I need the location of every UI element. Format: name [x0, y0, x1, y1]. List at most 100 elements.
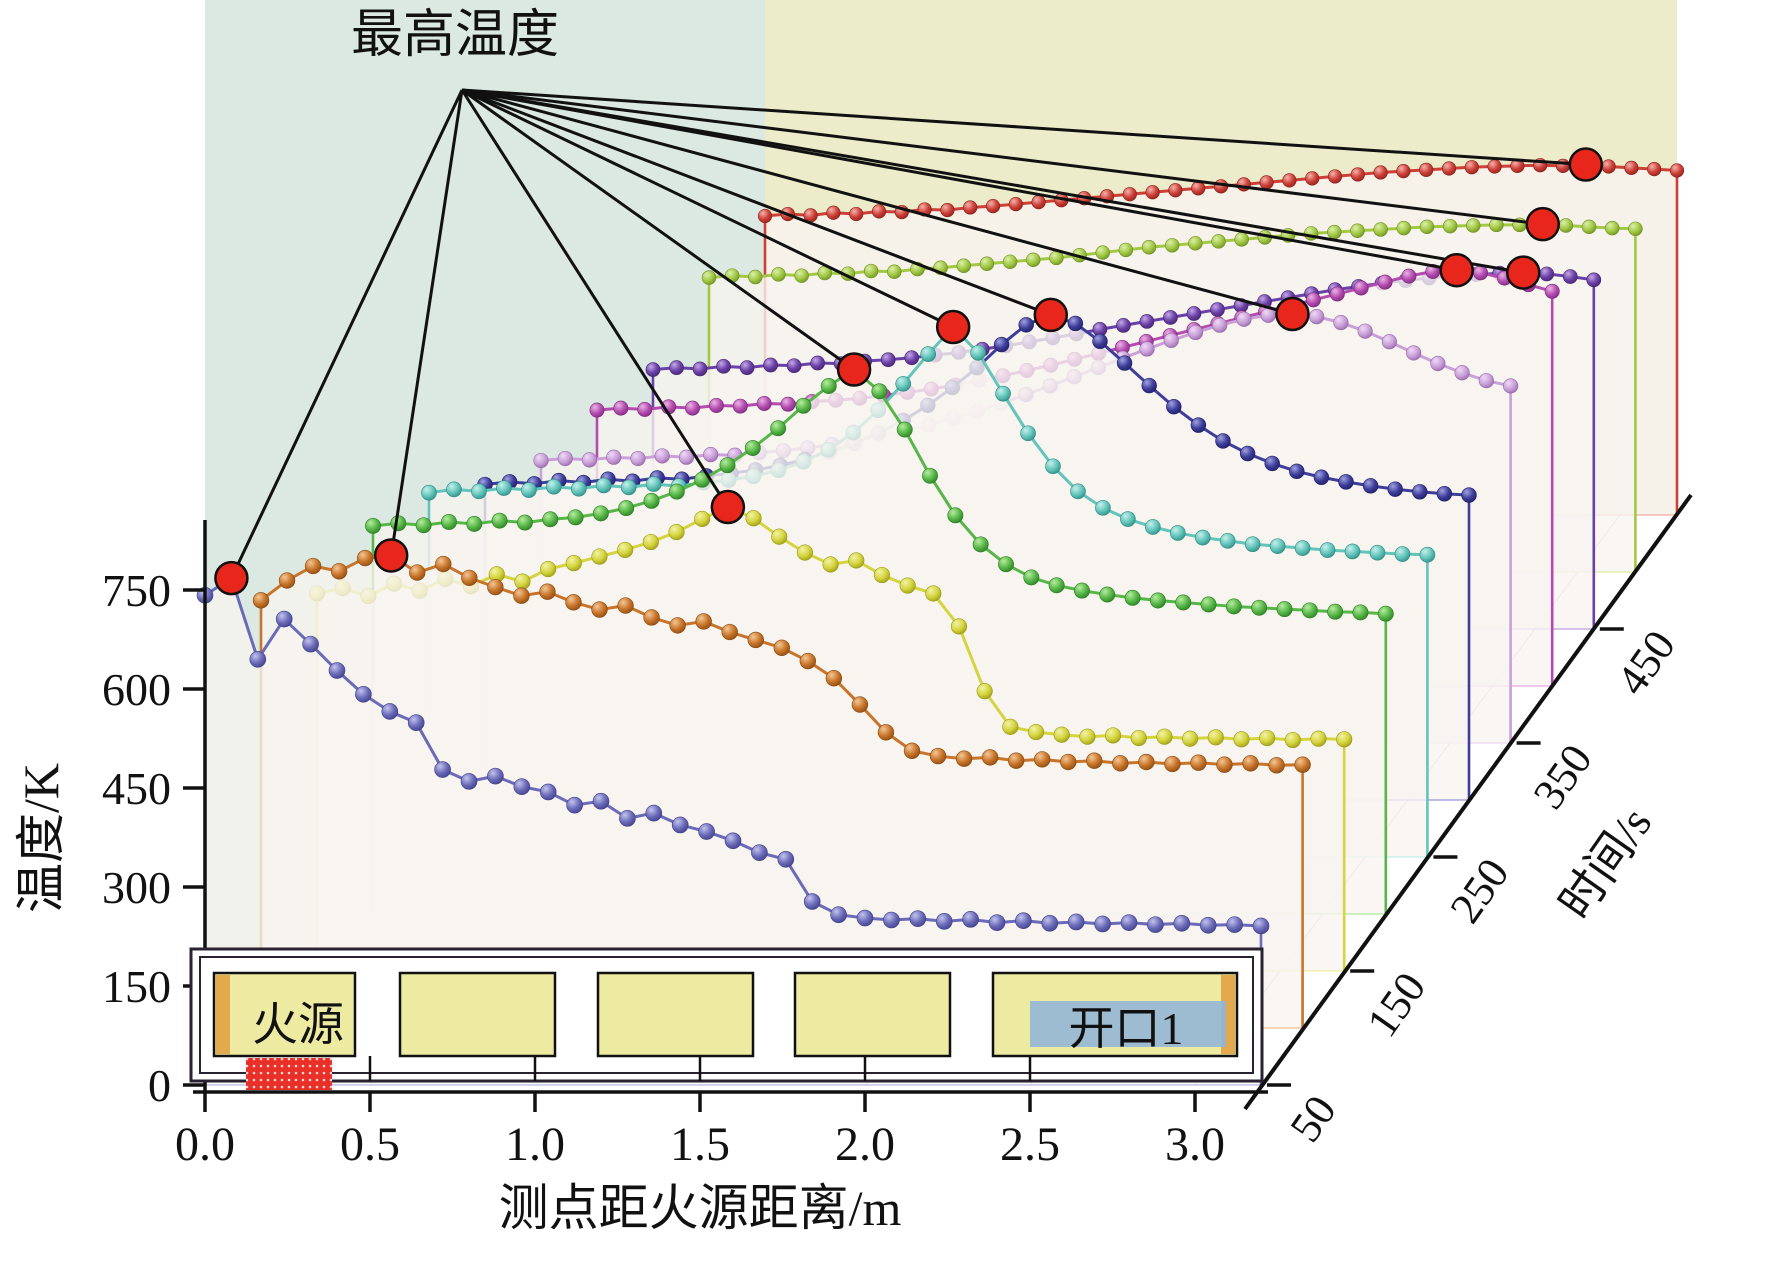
- data-point-marker: [871, 383, 888, 400]
- data-point-marker: [1099, 586, 1116, 603]
- data-point-marker: [630, 450, 646, 467]
- data-point-marker: [1026, 252, 1041, 268]
- data-point-marker: [698, 823, 715, 840]
- data-point-marker: [694, 510, 711, 527]
- chart-annotation-title: 最高温度: [351, 7, 559, 64]
- data-point-marker: [1173, 914, 1191, 932]
- data-point-marker: [591, 601, 608, 618]
- data-point-marker: [1338, 474, 1354, 490]
- time-axis-line: [1243, 493, 1693, 1111]
- data-point-marker: [1327, 169, 1343, 184]
- data-point-marker: [487, 767, 504, 785]
- data-point-marker: [1327, 224, 1342, 240]
- data-point-marker: [1406, 345, 1422, 361]
- data-point-marker: [592, 505, 609, 522]
- data-point-marker: [1094, 915, 1111, 933]
- data-point-marker: [739, 360, 755, 375]
- data-point-marker: [1289, 463, 1305, 480]
- data-point-marker: [365, 517, 381, 534]
- data-point-marker: [1188, 236, 1203, 251]
- data-point-marker: [1186, 306, 1202, 321]
- data-point-marker: [920, 346, 937, 362]
- data-point-marker: [748, 269, 763, 285]
- data-point-marker: [1191, 181, 1206, 196]
- max-temperature-marker: [1275, 296, 1310, 332]
- corridor-fire-label: 火源: [252, 999, 344, 1050]
- data-point-marker: [435, 555, 452, 573]
- data-point-marker: [1412, 484, 1428, 500]
- data-point-marker: [1053, 726, 1070, 743]
- data-point-marker: [668, 524, 685, 541]
- data-point-marker: [1647, 162, 1662, 177]
- max-temperature-marker: [1525, 206, 1561, 242]
- data-point-marker: [407, 714, 425, 731]
- data-point-marker: [771, 267, 786, 282]
- data-point-marker: [970, 344, 986, 361]
- data-point-marker: [1461, 487, 1477, 503]
- x-tick-label: 2.0: [835, 1118, 895, 1171]
- x-tick-label: 0.0: [175, 1118, 235, 1171]
- data-point-marker: [1441, 161, 1457, 176]
- data-point-marker: [1336, 731, 1353, 748]
- data-point-marker: [595, 477, 612, 494]
- data-point-marker: [1210, 302, 1225, 317]
- data-point-marker: [1215, 433, 1231, 449]
- leader-line: [461, 88, 1293, 316]
- data-point-marker: [1562, 269, 1578, 284]
- data-point-marker: [540, 560, 557, 578]
- data-point-marker: [1182, 730, 1199, 747]
- data-point-marker: [1628, 221, 1643, 237]
- data-point-marker: [1060, 753, 1077, 771]
- data-point-marker: [1190, 754, 1207, 771]
- data-point-marker: [1353, 280, 1369, 296]
- data-point-marker: [985, 199, 1001, 214]
- y-tick-label: 750: [102, 565, 171, 616]
- data-point-marker: [1120, 511, 1136, 527]
- data-point-marker: [972, 536, 989, 553]
- data-point-marker: [1436, 486, 1453, 502]
- data-point-marker: [668, 483, 685, 500]
- corridor-compartment: [793, 971, 952, 1058]
- data-point-marker: [771, 528, 788, 545]
- data-point-marker: [1145, 519, 1161, 535]
- data-point-marker: [1558, 218, 1574, 233]
- data-point-marker: [496, 480, 512, 496]
- data-point-marker: [1141, 240, 1157, 255]
- data-point-marker: [539, 783, 557, 801]
- data-point-marker: [1200, 596, 1217, 613]
- x-tick-label: 1.0: [505, 1118, 565, 1171]
- data-point-marker: [794, 268, 809, 283]
- max-temperature-marker: [1033, 297, 1069, 333]
- max-temperature-marker: [214, 560, 249, 596]
- data-point-marker: [434, 761, 451, 778]
- data-point-marker: [1313, 469, 1330, 485]
- data-point-marker: [786, 358, 802, 373]
- data-point-marker: [856, 909, 874, 927]
- data-point-marker: [620, 479, 637, 496]
- y-tick-label: 0: [148, 1060, 171, 1111]
- data-point-marker: [1233, 731, 1250, 748]
- data-point-marker: [1175, 594, 1192, 611]
- data-point-marker: [1163, 310, 1178, 325]
- data-point-marker: [302, 635, 319, 653]
- max-temperature-marker: [1568, 147, 1604, 182]
- data-point-marker: [1212, 317, 1228, 333]
- data-point-marker: [1067, 315, 1084, 332]
- data-point-marker: [887, 264, 902, 279]
- data-point-marker: [539, 583, 556, 600]
- data-point-marker: [1023, 569, 1040, 586]
- data-point-marker: [947, 507, 964, 524]
- data-point-marker: [770, 420, 787, 437]
- data-point-marker: [328, 662, 346, 679]
- data-point-marker: [1581, 219, 1597, 235]
- data-point-marker: [1086, 752, 1103, 769]
- data-point-marker: [1401, 268, 1417, 284]
- data-point-marker: [849, 206, 864, 222]
- data-point-marker: [1163, 332, 1179, 348]
- leader-line: [461, 88, 1052, 317]
- data-point-marker: [1369, 544, 1386, 561]
- corridor-inset: 火源 开口1: [189, 947, 1264, 1090]
- data-point-marker: [1294, 756, 1311, 773]
- data-point-marker: [1350, 223, 1365, 239]
